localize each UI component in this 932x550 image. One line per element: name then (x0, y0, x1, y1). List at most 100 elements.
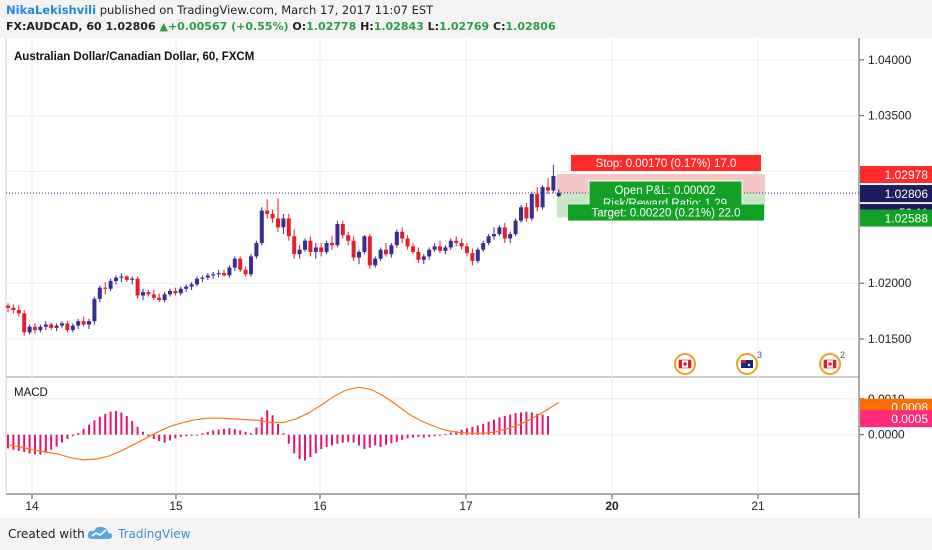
macd-hist-bar (530, 412, 533, 435)
macd-hist-bar (293, 434, 296, 454)
candle-body (362, 236, 367, 252)
macd-hist-bar (325, 434, 328, 447)
macd-hist-bar (422, 434, 425, 438)
macd-hist-bar (50, 434, 53, 450)
macd-hist-bar (228, 428, 231, 435)
stop-label-bg (571, 154, 761, 171)
stop-label: Stop: 0.00170 (0.17%) 17.0 (596, 158, 737, 170)
macd-hist-bar (66, 434, 69, 440)
macd-hist-bar (223, 428, 225, 435)
candle-body (540, 187, 545, 208)
open-label: O: (292, 20, 307, 33)
candle-body (151, 294, 156, 298)
macd-hist-bar (266, 410, 269, 435)
candle-body (276, 218, 280, 228)
candle-body (22, 313, 27, 333)
macd-hist-bar (390, 434, 393, 444)
candle-body (141, 292, 145, 296)
grid (6, 38, 859, 494)
candle-body (335, 224, 340, 246)
macd-hist-bar (109, 411, 112, 435)
macd-hist-bar (476, 425, 479, 435)
candle-body (227, 267, 232, 276)
candle-body (265, 210, 270, 214)
candle-body (173, 291, 178, 294)
candle-body (87, 321, 91, 325)
candle-body (124, 276, 129, 280)
macd-hist-bar (352, 434, 355, 443)
macd-hist-bar (336, 434, 339, 444)
macd-hist-bar (206, 431, 209, 435)
time-tick-label: 17 (459, 499, 473, 513)
candle-body (416, 251, 421, 260)
tradingview-cloud-icon[interactable] (86, 524, 114, 544)
macd-hist-bar (185, 434, 188, 437)
candle-body (108, 280, 113, 289)
chart-canvas[interactable]: Stop: 0.00170 (0.17%) 17.0 Open P&L: 0.00… (0, 38, 932, 518)
macd-hist-bar (152, 434, 155, 440)
price-change: +0.00567 (+0.55%) (167, 20, 289, 33)
candle-body (481, 243, 486, 250)
event-flag-ca-icon[interactable]: 2 (819, 350, 845, 375)
macd-hist-bar (120, 412, 123, 435)
macd-hist-bar (309, 434, 312, 457)
tradingview-brand-link[interactable]: TradingView (118, 527, 191, 541)
event-flag-au-icon[interactable]: 3 (736, 350, 762, 375)
macd-hist-bar (104, 413, 107, 435)
candle-body (16, 310, 21, 314)
ohlc-line: FX:AUDCAD, 60 1.02806 ▲+0.00567 (+0.55%)… (6, 20, 556, 33)
candle-body (405, 238, 410, 247)
macd-hist-bar (233, 428, 236, 435)
candle-body (459, 243, 464, 247)
position-tool[interactable]: Stop: 0.00170 (0.17%) 17.0 Open P&L: 0.00… (6, 154, 859, 221)
macd-hist-bar (255, 427, 258, 435)
candle-body (502, 227, 507, 239)
time-tick-label: 15 (169, 499, 183, 513)
chart-title: Australian Dollar/Canadian Dollar, 60, F… (14, 51, 254, 63)
price-tick-label: 1.02000 (868, 276, 912, 290)
candle-body (232, 258, 237, 268)
candle-body (259, 210, 264, 243)
candle-body (33, 326, 37, 331)
macd-hist-bar (98, 416, 101, 435)
candle-body (373, 258, 378, 266)
author-link[interactable]: NikaLekishvili (6, 3, 97, 17)
macd-hist-bar (320, 434, 323, 450)
macd-hist-bar (487, 421, 490, 435)
footer: Created with TradingView (0, 518, 932, 550)
candle-body (508, 234, 513, 239)
macd-hist-bar (179, 434, 182, 437)
candle-body (92, 298, 97, 322)
time-axis[interactable]: 14 15 16 17 20 21 (25, 494, 765, 513)
macd-hist-bar (379, 434, 382, 447)
macd-hist-bar (395, 434, 398, 442)
last-price: 1.02806 (105, 20, 156, 33)
open-value: 1.02778 (306, 20, 357, 33)
close-label: C: (493, 20, 506, 33)
candle-body (81, 321, 86, 325)
macd-hist-bar (169, 434, 171, 441)
candle-body (367, 236, 372, 266)
candle-body (184, 286, 189, 289)
macd-hist-bar (471, 426, 474, 435)
candle-body (443, 247, 448, 251)
candle-body (168, 291, 172, 295)
candle-body (195, 278, 199, 285)
low-label: L: (427, 20, 440, 33)
event-flag-ca-icon[interactable] (674, 353, 696, 375)
price-axis[interactable]: 1.040001.035001.030001.020001.015000.001… (859, 53, 932, 442)
macd-hist-bar (77, 432, 80, 435)
price-badge-0-bg (860, 165, 932, 183)
candle-body (286, 218, 291, 237)
macd-hist-bar (368, 434, 371, 448)
symbol-label: FX:AUDCAD, 60 (6, 20, 102, 33)
macd-hist-bar (34, 434, 36, 455)
candle-body (65, 323, 70, 331)
macd-hist-bar (455, 431, 458, 435)
macd-pane-bg[interactable] (6, 377, 859, 494)
macd-hist-bar (536, 413, 539, 435)
candle-body (222, 273, 226, 276)
candle-body (43, 324, 48, 327)
macd-hist-bar (439, 434, 441, 436)
